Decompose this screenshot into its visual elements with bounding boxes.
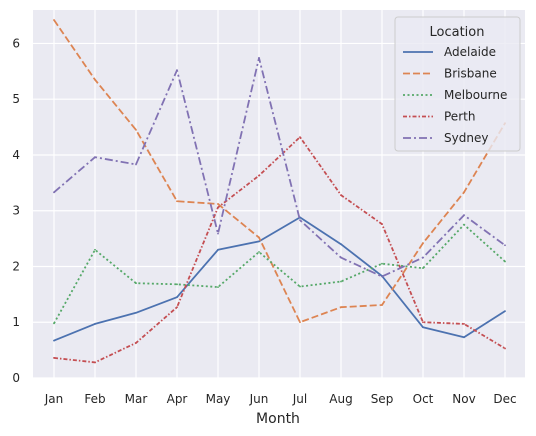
series-lines — [53, 19, 506, 364]
data-point-melbourne — [53, 322, 55, 325]
series-line-brisbane — [53, 19, 506, 324]
legend: Location Adelaide Brisbane Melbourne Perth S… — [394, 16, 521, 152]
data-point-adelaide — [422, 326, 424, 329]
legend-label-brisbane: Brisbane — [444, 67, 497, 81]
data-point-sydney — [422, 256, 424, 259]
series-line-sydney — [53, 57, 506, 278]
data-point-adelaide — [135, 311, 137, 314]
data-point-melbourne — [258, 251, 260, 253]
data-point-sydney — [53, 191, 55, 194]
legend-label-sydney: Sydney — [444, 131, 488, 145]
x-tick-label: Feb — [84, 392, 105, 406]
series-line-perth — [53, 136, 506, 364]
x-tick-label: Oct — [413, 392, 434, 406]
data-point-melbourne — [299, 285, 301, 288]
data-point-brisbane — [135, 128, 137, 131]
y-tick-label: 6 — [12, 36, 20, 50]
data-point-sydney — [299, 219, 301, 222]
data-point-adelaide — [340, 243, 342, 246]
data-point-sydney — [176, 69, 178, 72]
data-point-melbourne — [504, 260, 506, 263]
legend-label-perth: Perth — [444, 110, 475, 124]
data-point-melbourne — [217, 286, 219, 289]
data-point-melbourne — [340, 280, 342, 283]
data-point-perth — [94, 361, 96, 364]
data-point-perth — [258, 174, 260, 177]
y-tick-label: 2 — [12, 259, 20, 273]
legend-box — [394, 16, 521, 152]
x-tick-label: Sep — [371, 392, 394, 406]
series-line-adelaide — [53, 216, 506, 342]
data-point-perth — [422, 321, 424, 324]
data-point-perth — [176, 306, 178, 309]
x-tick-label: Mar — [125, 392, 148, 406]
data-point-adelaide — [217, 248, 219, 251]
data-point-sydney — [340, 256, 342, 259]
data-point-perth — [381, 223, 383, 226]
y-tick-label: 1 — [12, 315, 20, 329]
data-point-melbourne — [381, 262, 383, 265]
x-tick-label: Dec — [493, 392, 516, 406]
data-point-brisbane — [94, 78, 96, 81]
series-line-melbourne — [53, 223, 506, 324]
x-tick-label: May — [206, 392, 231, 406]
data-point-brisbane — [422, 242, 424, 244]
x-tick-label: Jun — [249, 392, 269, 406]
data-point-melbourne — [422, 267, 424, 270]
data-point-melbourne — [94, 248, 96, 251]
data-point-brisbane — [217, 203, 219, 205]
axis-ticks: 0 1 2 3 4 5 6 Jan Feb Mar Apr May Jun Jul Aug Sep Oct Nov… — [12, 36, 516, 406]
data-point-brisbane — [463, 191, 465, 194]
data-point-brisbane — [299, 321, 301, 324]
x-tick-label: Aug — [329, 392, 352, 406]
data-point-adelaide — [176, 296, 178, 299]
data-point-perth — [340, 194, 342, 197]
data-point-sydney — [94, 156, 96, 159]
data-point-adelaide — [258, 240, 260, 243]
data-point-perth — [504, 347, 506, 350]
data-point-brisbane — [258, 236, 260, 239]
data-point-brisbane — [340, 306, 342, 309]
data-point-sydney — [217, 232, 219, 235]
data-point-perth — [217, 206, 219, 209]
data-point-sydney — [463, 214, 465, 217]
data-point-melbourne — [135, 282, 137, 285]
data-point-melbourne — [176, 283, 178, 286]
legend-label-adelaide: Adelaide — [444, 45, 496, 59]
data-point-perth — [463, 323, 465, 325]
data-point-sydney — [258, 57, 260, 59]
x-tick-label: Jan — [44, 392, 64, 406]
grid — [33, 10, 525, 379]
x-axis-label: Month — [256, 411, 300, 427]
data-point-brisbane — [53, 19, 55, 21]
data-point-adelaide — [94, 323, 96, 325]
data-point-melbourne — [463, 223, 465, 226]
data-point-sydney — [504, 244, 506, 247]
data-point-adelaide — [504, 310, 506, 312]
y-tick-label: 4 — [12, 148, 20, 162]
data-point-adelaide — [53, 339, 55, 342]
x-tick-label: Apr — [167, 392, 188, 406]
legend-items: Adelaide Brisbane Melbourne Perth Sydney — [403, 45, 507, 145]
y-tick-label: 3 — [12, 204, 20, 218]
data-point-brisbane — [381, 304, 383, 306]
data-point-sydney — [135, 163, 137, 166]
data-point-perth — [53, 357, 55, 359]
x-tick-label: Jul — [292, 392, 307, 406]
x-tick-label: Nov — [452, 392, 475, 406]
data-point-sydney — [381, 275, 383, 278]
y-tick-label: 0 — [12, 371, 20, 385]
data-point-brisbane — [176, 200, 178, 203]
data-point-perth — [299, 136, 301, 139]
legend-label-melbourne: Melbourne — [444, 88, 507, 102]
legend-title: Location — [430, 25, 485, 40]
data-point-perth — [135, 341, 137, 344]
y-tick-label: 5 — [12, 92, 20, 106]
data-point-adelaide — [463, 336, 465, 339]
